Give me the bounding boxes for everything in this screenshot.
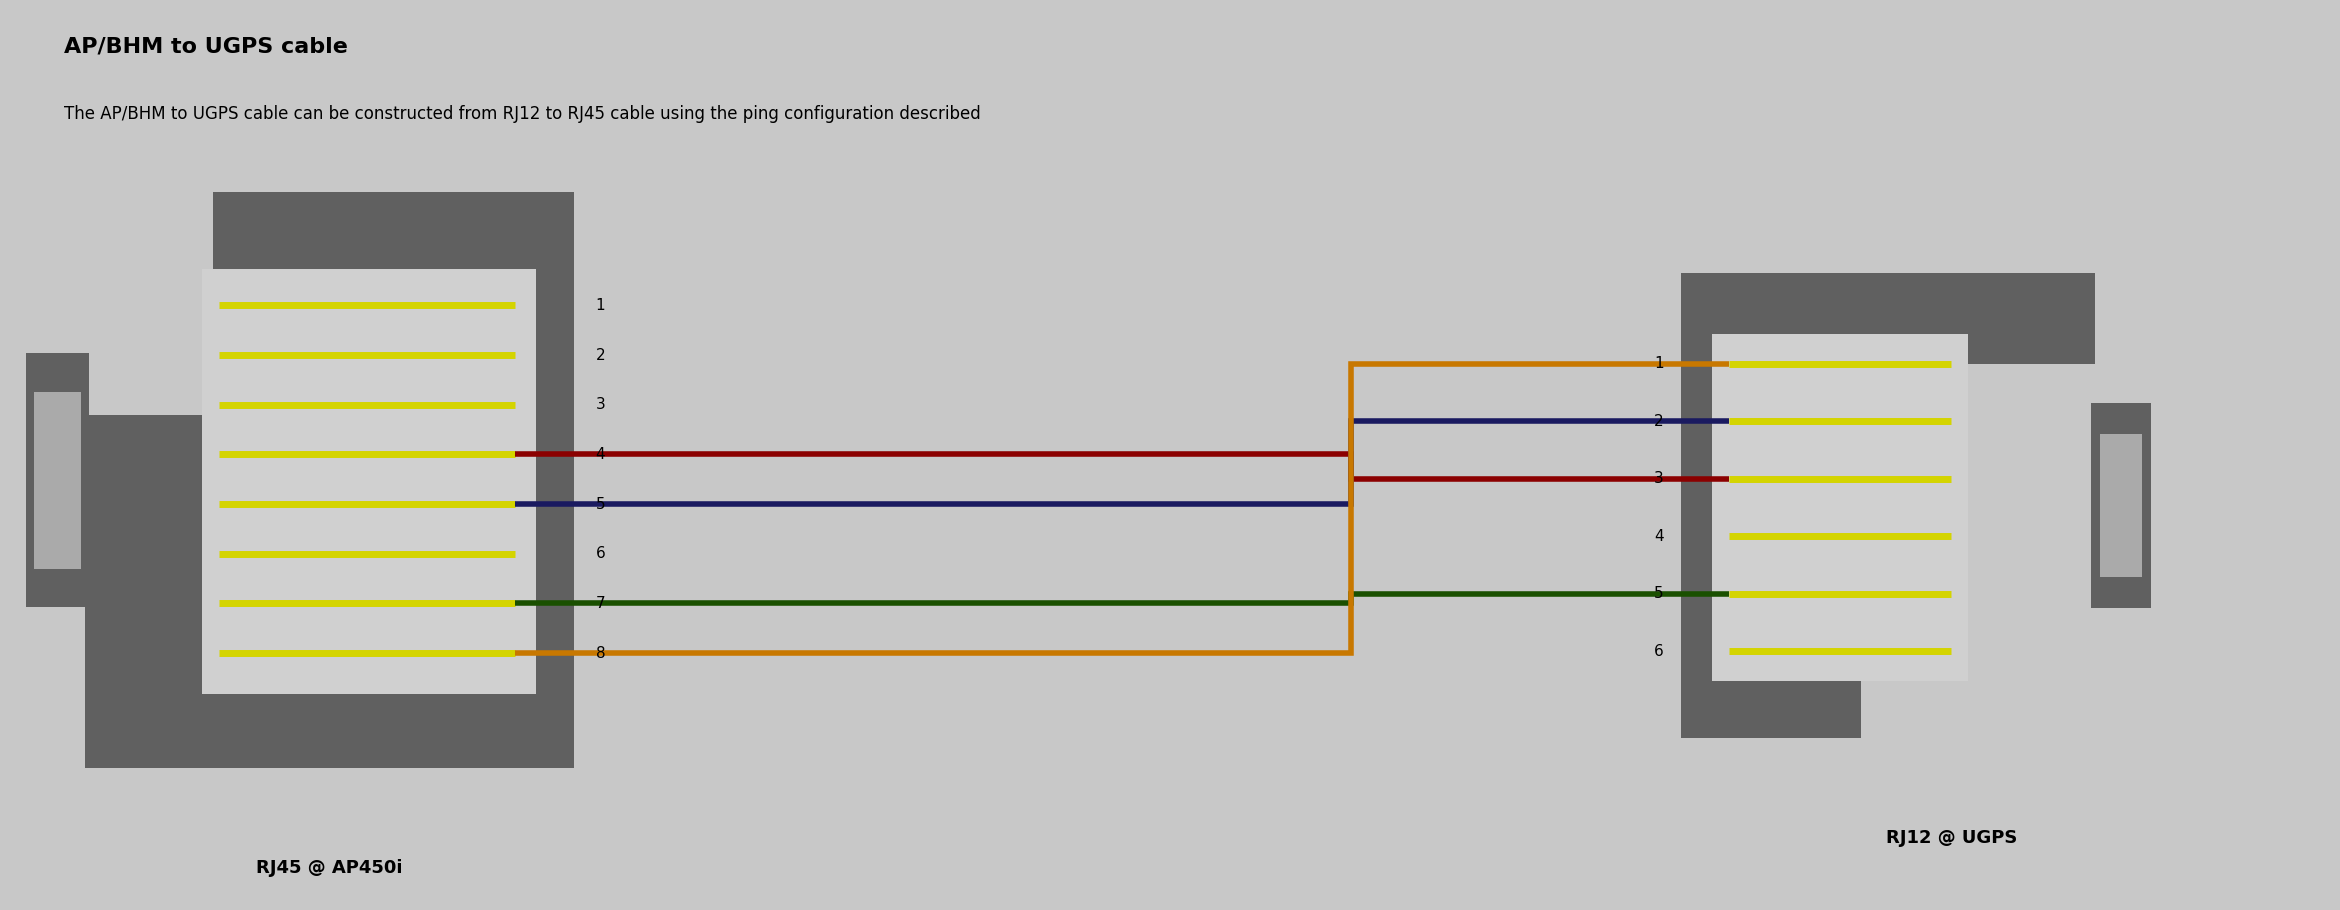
Bar [1713, 334, 1968, 682]
Text: 7: 7 [597, 596, 606, 611]
Text: 3: 3 [1654, 471, 1664, 486]
Bar [201, 269, 536, 693]
Text: 1: 1 [1654, 357, 1664, 371]
Text: 1: 1 [597, 298, 606, 313]
Bar [26, 353, 89, 607]
Text: 4: 4 [1654, 529, 1664, 544]
Text: AP/BHM to UGPS cable: AP/BHM to UGPS cable [63, 36, 349, 56]
Bar [2099, 434, 2141, 577]
Text: 5: 5 [1654, 586, 1664, 602]
Text: 3: 3 [597, 398, 606, 412]
Text: RJ12 @ UGPS: RJ12 @ UGPS [1886, 829, 2017, 847]
Polygon shape [1680, 273, 2094, 738]
Text: 5: 5 [597, 497, 606, 511]
Polygon shape [84, 192, 573, 768]
Text: RJ45 @ AP450i: RJ45 @ AP450i [257, 859, 402, 877]
Text: 6: 6 [1654, 643, 1664, 659]
Text: 4: 4 [597, 447, 606, 462]
Text: The AP/BHM to UGPS cable can be constructed from RJ12 to RJ45 cable using the pi: The AP/BHM to UGPS cable can be construc… [63, 106, 980, 123]
Text: 2: 2 [1654, 414, 1664, 429]
Text: 2: 2 [597, 348, 606, 362]
Bar [35, 391, 82, 569]
Text: 6: 6 [597, 546, 606, 561]
Text: 8: 8 [597, 646, 606, 661]
Bar [2092, 403, 2150, 608]
